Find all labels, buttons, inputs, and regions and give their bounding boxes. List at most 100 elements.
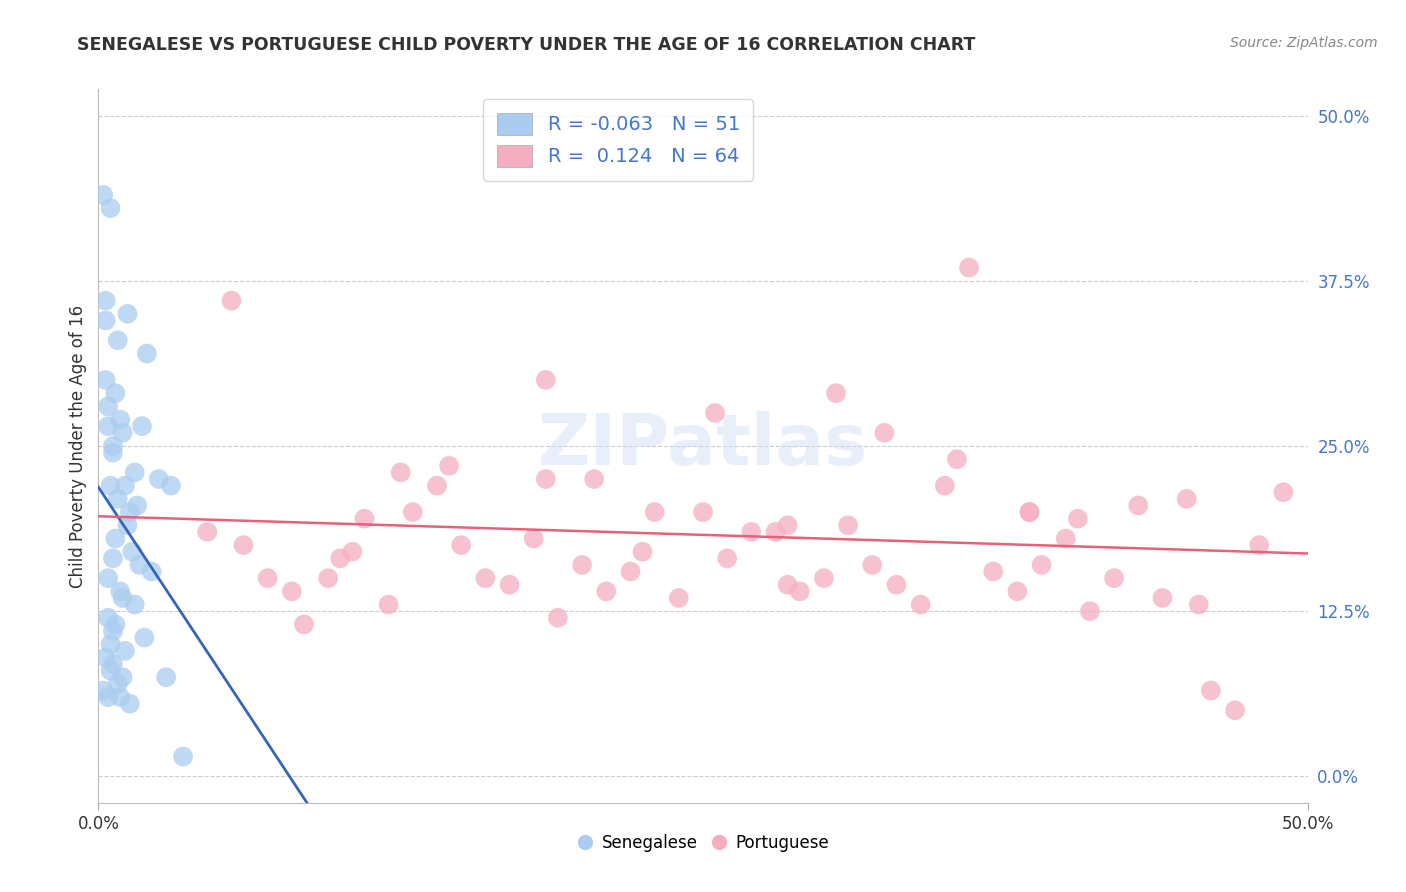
Point <box>316 571 339 585</box>
Point <box>101 551 124 566</box>
Point <box>776 518 799 533</box>
Point <box>1102 571 1125 585</box>
Point <box>141 565 163 579</box>
Point <box>100 201 122 215</box>
Point <box>534 373 557 387</box>
Point <box>437 458 460 473</box>
Point <box>117 307 139 321</box>
Point <box>644 505 666 519</box>
Point <box>1199 683 1222 698</box>
Point <box>256 571 278 585</box>
Point <box>547 611 569 625</box>
Point <box>1223 703 1246 717</box>
Point <box>107 333 129 347</box>
Point <box>692 505 714 519</box>
Point <box>111 591 134 605</box>
Point <box>910 598 932 612</box>
Point <box>108 584 131 599</box>
Point <box>101 445 124 459</box>
Point <box>127 499 149 513</box>
Point <box>148 472 170 486</box>
Point <box>329 551 352 566</box>
Point <box>97 690 120 704</box>
Point <box>450 538 472 552</box>
Legend: Senegalese, Portuguese: Senegalese, Portuguese <box>569 828 837 859</box>
Point <box>135 346 157 360</box>
Y-axis label: Child Poverty Under the Age of 16: Child Poverty Under the Age of 16 <box>69 304 87 588</box>
Point <box>100 478 122 492</box>
Point <box>1175 491 1198 506</box>
Point <box>981 565 1004 579</box>
Text: ZIPatlas: ZIPatlas <box>538 411 868 481</box>
Point <box>97 400 120 414</box>
Point <box>1188 598 1211 612</box>
Point <box>474 571 496 585</box>
Point <box>934 478 956 492</box>
Point <box>91 188 114 202</box>
Point <box>100 664 122 678</box>
Point <box>101 657 124 671</box>
Point <box>94 293 117 308</box>
Point <box>1018 505 1040 519</box>
Point <box>860 558 883 572</box>
Text: SENEGALESE VS PORTUGUESE CHILD POVERTY UNDER THE AGE OF 16 CORRELATION CHART: SENEGALESE VS PORTUGUESE CHILD POVERTY U… <box>77 36 976 54</box>
Point <box>118 505 141 519</box>
Point <box>124 466 146 480</box>
Point <box>232 538 254 552</box>
Point <box>873 425 896 440</box>
Point <box>97 611 120 625</box>
Point <box>111 425 134 440</box>
Point <box>946 452 969 467</box>
Point <box>221 293 243 308</box>
Point <box>1054 532 1077 546</box>
Point <box>1272 485 1295 500</box>
Point <box>1007 584 1029 599</box>
Point <box>114 644 136 658</box>
Point <box>957 260 980 275</box>
Point <box>789 584 811 599</box>
Point <box>825 386 848 401</box>
Point <box>776 578 799 592</box>
Point <box>101 624 124 638</box>
Point <box>704 406 727 420</box>
Point <box>583 472 606 486</box>
Point <box>668 591 690 605</box>
Point <box>107 677 129 691</box>
Point <box>107 491 129 506</box>
Point <box>94 373 117 387</box>
Point <box>104 532 127 546</box>
Point <box>160 478 183 492</box>
Point <box>104 386 127 401</box>
Point <box>619 565 641 579</box>
Point <box>114 478 136 492</box>
Point <box>128 558 150 572</box>
Point <box>108 412 131 426</box>
Point <box>104 617 127 632</box>
Point <box>281 584 304 599</box>
Point <box>716 551 738 566</box>
Point <box>97 419 120 434</box>
Point <box>740 524 762 539</box>
Point <box>426 478 449 492</box>
Point <box>108 690 131 704</box>
Point <box>353 511 375 525</box>
Text: Source: ZipAtlas.com: Source: ZipAtlas.com <box>1230 36 1378 50</box>
Point <box>118 697 141 711</box>
Point <box>813 571 835 585</box>
Point <box>886 578 908 592</box>
Point <box>94 650 117 665</box>
Point <box>91 683 114 698</box>
Point <box>631 545 654 559</box>
Point <box>124 598 146 612</box>
Point <box>131 419 153 434</box>
Point <box>1128 499 1150 513</box>
Point <box>100 637 122 651</box>
Point <box>1152 591 1174 605</box>
Point <box>195 524 218 539</box>
Point <box>342 545 364 559</box>
Point <box>595 584 617 599</box>
Point <box>1018 505 1040 519</box>
Point <box>121 545 143 559</box>
Point <box>111 670 134 684</box>
Point <box>1249 538 1271 552</box>
